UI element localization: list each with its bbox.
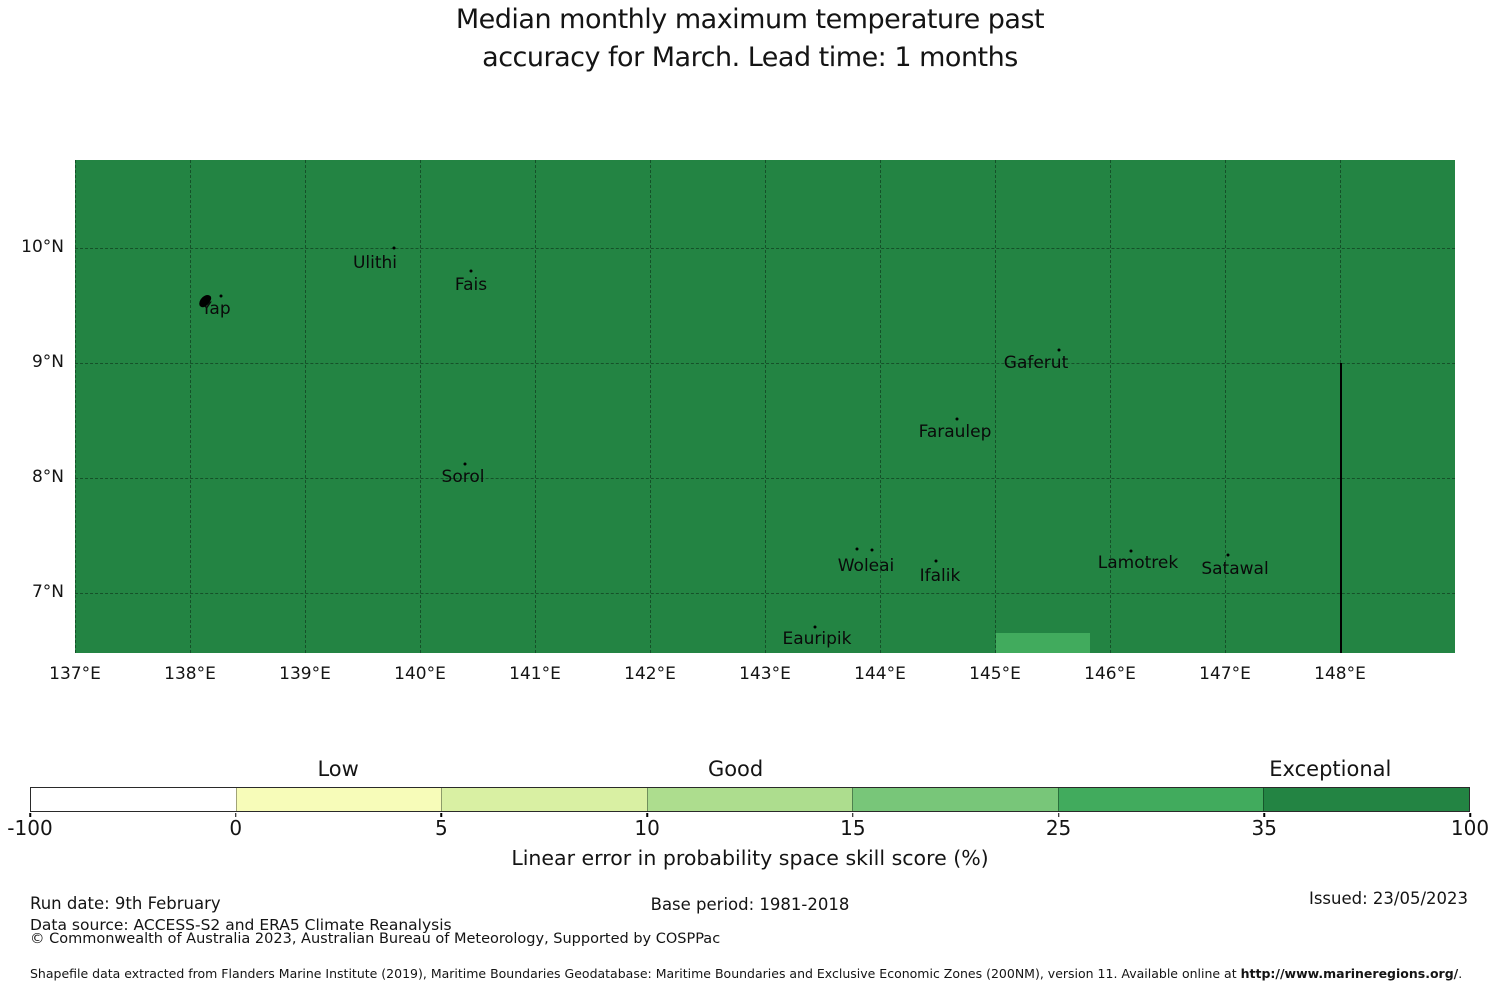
colorbar-tick-mark [440,813,443,817]
meridian-gridline [75,160,76,653]
island-label: Eauripik [782,629,852,649]
shapefile-attribution-prefix: Shapefile data extracted from Flanders M… [30,966,1241,981]
shapefile-attribution-text: Shapefile data extracted from Flanders M… [30,966,1462,981]
colorbar-tick-label: 10 [634,816,660,840]
island-label: Faraulep [918,422,992,442]
meridian-gridline [650,160,651,653]
parallel-gridline [75,248,1455,249]
x-axis-tick-label: 145°E [969,664,1021,684]
island-label: Satawal [1201,559,1269,579]
island-label: Gaferut [1003,353,1069,373]
x-axis-tick-label: 146°E [1084,664,1136,684]
meridian-gridline [420,160,421,653]
parallel-gridline [75,363,1455,364]
skill-region-highlight [996,633,1090,653]
island-label: Ifalik [919,566,961,586]
island-dot [855,547,859,551]
colorbar-segment [1263,788,1470,811]
run-date-text: Run date: 9th February [30,894,221,913]
y-axis-tick-label: 10°N [21,237,64,257]
island-dot [934,559,938,563]
colorbar-category-label: Exceptional [1269,757,1392,781]
colorbar-segment [31,788,236,811]
island-dot [870,548,874,552]
meridian-gridline [765,160,766,653]
colorbar-tick-mark [646,813,648,817]
x-axis-tick-label: 142°E [624,664,676,684]
colorbar-segment [1057,788,1264,811]
island-dot [1226,553,1230,557]
chart-title-line-2: accuracy for March. Lead time: 1 months [482,42,1018,73]
data-source-text: Data source: ACCESS-S2 and ERA5 Climate … [30,916,452,934]
x-axis-tick-label: 137°E [49,664,101,684]
meridian-gridline [1110,160,1111,653]
meridian-gridline [190,160,191,653]
island-dot [463,462,467,466]
colorbar-category-label: Low [317,757,359,781]
island-dot [813,625,817,629]
colorbar-segment [235,788,442,811]
island-label: Fais [454,275,488,295]
colorbar-tick-label: 0 [229,816,243,840]
x-axis-tick-label: 147°E [1199,664,1251,684]
colorbar-tick-mark [1057,813,1060,817]
island-label: Lamotrek [1097,553,1179,573]
meridian-gridline [880,160,881,653]
meridian-gridline [1225,160,1226,653]
x-axis-tick-label: 143°E [739,664,791,684]
chart-title-line-1: Median monthly maximum temperature past [455,4,1045,35]
colorbar-tick-label: 35 [1251,816,1278,840]
y-axis-tick-label: 9°N [31,352,64,372]
colorbar-segment [646,788,853,811]
meridian-gridline [305,160,306,653]
issued-date-text: Issued: 23/05/2023 [1308,889,1468,908]
island-dot [1129,549,1133,553]
island-label: Yap [201,299,231,319]
colorbar-tick-mark [1263,813,1266,817]
eez-boundary-line [1340,363,1342,653]
colorbar-tick-label: 5 [435,816,448,840]
x-axis-tick-label: 141°E [509,664,561,684]
meridian-gridline [535,160,536,653]
colorbar-tick-label: 15 [840,816,866,840]
x-axis-tick-label: 148°E [1314,664,1366,684]
island-dot [392,246,396,250]
x-axis-tick-label: 140°E [394,664,446,684]
island-label: Ulithi [352,253,398,273]
colorbar-tick-mark [852,813,854,817]
island-label: Sorol [441,467,485,487]
colorbar-tick-mark [234,813,237,817]
colorbar-category-label: Good [707,757,764,781]
island-dot [469,269,473,273]
island-dot [955,417,959,421]
x-axis-tick-label: 139°E [279,664,331,684]
island-dot [219,294,223,298]
map-plot-area: Ulithi Fais Yap Gaferut Faraulep Sorol Woleai I… [75,160,1455,653]
parallel-gridline [75,593,1455,594]
colorbar-tick-label: 25 [1045,816,1072,840]
base-period-text: Base period: 1981-2018 [650,895,850,914]
shapefile-attribution-suffix: . [1458,966,1463,981]
copyright-text: © Commonwealth of Australia 2023, Austra… [30,931,721,947]
y-axis-tick-label: 7°N [31,582,64,602]
parallel-gridline [75,478,1455,479]
colorbar [30,787,1470,812]
colorbar-tick-mark [29,813,31,817]
island-label: Woleai [837,556,895,576]
colorbar-tick-label: -100 [7,816,53,840]
x-axis-tick-label: 144°E [854,664,906,684]
colorbar-tick-mark [1469,813,1471,817]
colorbar-axis-label: Linear error in probability space skill … [511,846,989,870]
colorbar-segment [852,788,1058,811]
colorbar-segment [441,788,647,811]
meridian-gridline [995,160,996,653]
island-dot [1057,348,1061,352]
x-axis-tick-label: 138°E [164,664,216,684]
meridian-gridline [1340,160,1341,653]
shapefile-attribution-url: http://www.marineregions.org/ [1240,966,1459,981]
colorbar-tick-label: 100 [1450,816,1490,840]
y-axis-tick-label: 8°N [31,467,64,487]
